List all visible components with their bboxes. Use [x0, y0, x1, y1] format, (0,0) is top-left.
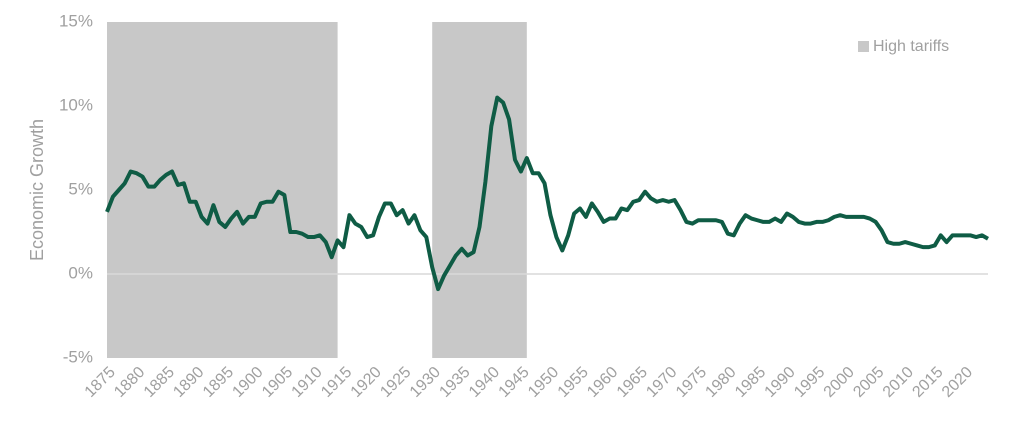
x-tick-label: 1975	[673, 364, 710, 401]
x-tick-label: 1930	[407, 364, 444, 401]
legend-swatch	[858, 41, 869, 52]
y-tick-label: -5%	[63, 347, 93, 366]
x-tick-label: 1990	[762, 364, 799, 401]
x-tick-label: 1875	[82, 364, 119, 401]
x-tick-label: 1885	[141, 364, 178, 401]
series-line	[105, 95, 989, 292]
x-tick-label: 1965	[614, 364, 651, 401]
x-tick-label: 1925	[377, 364, 414, 401]
x-tick-label: 1880	[111, 364, 148, 401]
x-tick-label: 1955	[555, 364, 592, 401]
legend-label: High tariffs	[873, 38, 949, 55]
y-tick-label: 5%	[68, 179, 93, 198]
x-tick-label: 1905	[259, 364, 296, 401]
y-tick-label: 15%	[59, 11, 93, 30]
x-tick-label: 1895	[200, 364, 237, 401]
y-tick-label: 0%	[68, 263, 93, 282]
x-tick-label: 2015	[909, 364, 946, 401]
x-tick-label: 1970	[643, 364, 680, 401]
x-tick-label: 1945	[496, 364, 533, 401]
x-tick-label: 2000	[821, 364, 858, 401]
x-tick-label: 1890	[170, 364, 207, 401]
x-tick-label: 2010	[880, 364, 917, 401]
x-tick-label: 1900	[229, 364, 266, 401]
x-tick-label: 2020	[939, 364, 976, 401]
x-tick-label: 1985	[732, 364, 769, 401]
x-tick-label: 1920	[348, 364, 385, 401]
x-tick-label: 1915	[318, 364, 355, 401]
shaded-range	[107, 22, 338, 358]
x-tick-label: 1940	[466, 364, 503, 401]
x-tick-label: 1950	[525, 364, 562, 401]
x-tick-label: 1980	[702, 364, 739, 401]
y-axis-label: Economic Growth	[27, 119, 47, 261]
x-tick-label: 1935	[436, 364, 473, 401]
shaded-range	[432, 22, 527, 358]
x-tick-label: 1960	[584, 364, 621, 401]
x-tick-label: 1910	[289, 364, 326, 401]
x-tick-label: 2005	[850, 364, 887, 401]
y-tick-label: 10%	[59, 95, 93, 114]
x-tick-label: 1995	[791, 364, 828, 401]
